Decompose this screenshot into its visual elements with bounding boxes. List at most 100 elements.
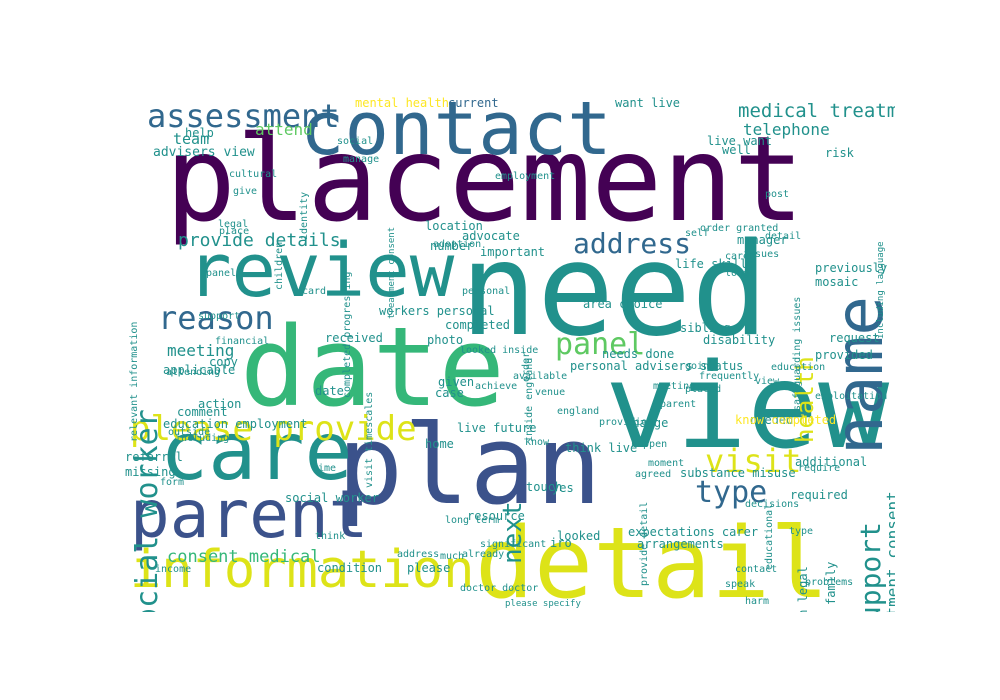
word-exploitation: exploitation	[815, 391, 888, 402]
word-venue: venue	[535, 387, 566, 398]
word-well: well	[722, 143, 751, 157]
word-much: much	[440, 551, 465, 562]
word-plan: plan	[337, 401, 602, 529]
word-live-future: live future	[457, 421, 537, 435]
word-need: need	[460, 216, 769, 365]
word-information-legal: information legal	[796, 567, 810, 612]
word-give: give	[233, 186, 258, 197]
word-parent: parent	[130, 476, 369, 553]
word-relevant-information: relevant information	[129, 321, 140, 442]
word-current: current	[448, 96, 499, 110]
word-care: care	[160, 405, 353, 498]
word-financial: financial	[215, 336, 270, 347]
word-address: address	[573, 227, 692, 260]
word-review: review	[187, 228, 455, 314]
word-missing: missing	[125, 465, 176, 479]
word-substance-misuse: substance misuse	[680, 466, 796, 480]
word-treatment-consent-small: treatment consent	[387, 226, 397, 319]
word-adoption: adoption	[433, 239, 482, 250]
word-outside: outside	[168, 427, 211, 438]
word-education-employment: education employment	[163, 417, 308, 431]
word-education: education	[771, 362, 826, 373]
word-manager: manager	[737, 233, 788, 247]
word-type-small: type	[789, 526, 814, 537]
word-required: required	[790, 488, 848, 502]
word-problems: problems	[805, 577, 854, 588]
word-frequently: frequently	[699, 371, 760, 382]
word-visit: visit	[705, 442, 802, 480]
word-long: long	[725, 268, 750, 279]
word-england: england	[557, 406, 600, 417]
word-live-want: live want	[707, 134, 773, 148]
word-given: given	[438, 375, 475, 389]
word-photo: photo	[427, 333, 464, 347]
word-mosaic: mosaic	[815, 275, 859, 289]
word-received: received	[325, 331, 383, 345]
word-important: important	[480, 245, 546, 259]
word-team: team	[173, 130, 210, 148]
word-already: already	[462, 549, 505, 560]
word-please-provide: please provide	[130, 409, 417, 449]
word-placed: placed	[685, 384, 722, 395]
word-provided: provided	[815, 348, 873, 362]
word-comment: comment	[177, 405, 228, 419]
word-contact-small: contact	[735, 564, 778, 575]
word-personal: personal	[462, 286, 511, 297]
word-including: including	[175, 433, 230, 444]
word-information: information	[130, 540, 475, 600]
word-risk: risk	[825, 146, 854, 160]
word-order: order	[521, 351, 532, 382]
word-visit-timescales: visit timescales	[364, 391, 375, 488]
word-sibling: sibling	[680, 321, 731, 335]
word-needs-done: needs done	[602, 347, 675, 361]
word-panel: panel	[555, 327, 646, 362]
word-treatment-consent: treatment consent	[883, 491, 895, 612]
word-want-live: want live	[615, 96, 681, 110]
word-mental-health: mental health	[355, 96, 449, 110]
word-meeting: meeting	[167, 341, 235, 360]
word-arrangements: arrangements	[637, 537, 724, 551]
word-copy: copy	[209, 355, 238, 369]
word-telephone: telephone	[743, 120, 830, 139]
word-iro: iro	[550, 536, 572, 550]
word-manage: manage	[343, 154, 380, 165]
word-placement: placement	[165, 110, 805, 248]
word-self: self	[685, 228, 710, 239]
word-previously: previously	[815, 261, 888, 275]
word-safeguarding-issues: safeguarding issues	[792, 296, 803, 411]
word-medical-treatment: medical treatment	[738, 100, 895, 122]
word-please-specify: please specify	[505, 599, 581, 609]
word-cloud: placement need date view plan detail con…	[125, 92, 895, 612]
word-social-worker-small: social worker	[285, 491, 379, 505]
word-doctor-doctor: doctor doctor	[460, 583, 539, 594]
word-identity: identity	[299, 191, 310, 240]
word-request: request	[829, 331, 880, 345]
word-provision: provision	[599, 417, 654, 428]
word-looked-inside: looked inside	[460, 345, 539, 356]
word-support-small: support	[198, 311, 241, 322]
word-additional: additional	[795, 455, 868, 469]
word-panel-small: panel	[206, 268, 237, 279]
word-reason: reason	[158, 299, 274, 337]
word-think: think	[315, 531, 346, 542]
word-achieve: achieve	[475, 381, 518, 392]
word-card: card	[302, 286, 327, 297]
word-form: form	[160, 477, 185, 488]
word-referral: referral	[125, 450, 183, 464]
word-home: home	[425, 437, 454, 451]
word-detail-small: detail	[765, 231, 802, 242]
word-attend: attend	[255, 120, 313, 139]
word-income: income	[155, 564, 192, 575]
word-disability: disability	[703, 333, 776, 347]
word-applicable: applicable	[163, 363, 236, 377]
word-area-choice: area choice	[583, 297, 663, 311]
word-completed: completed	[445, 318, 511, 332]
word-life-skills: life skills	[675, 257, 755, 271]
word-change: change	[625, 416, 669, 430]
word-location: location	[425, 219, 483, 233]
word-time: time	[312, 463, 337, 474]
word-order-granted: order granted	[700, 223, 779, 234]
word-employment: employment	[495, 171, 556, 182]
word-detail: detail	[475, 507, 830, 612]
word-help: help	[185, 126, 214, 140]
